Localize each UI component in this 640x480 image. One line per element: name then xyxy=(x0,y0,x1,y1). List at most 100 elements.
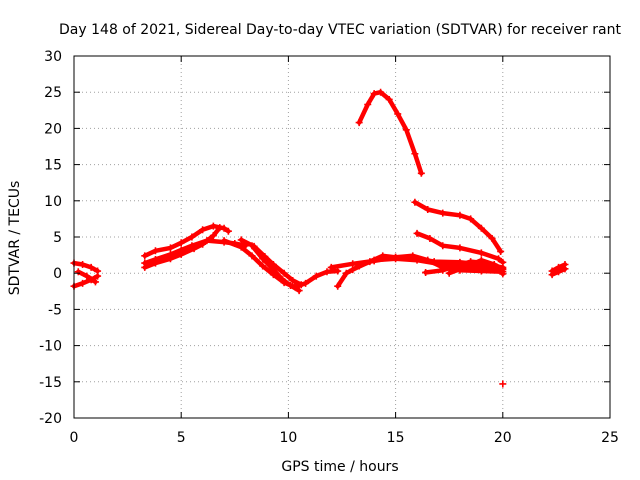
data-point xyxy=(79,279,87,287)
y-tick-label: -15 xyxy=(39,375,62,391)
axis-tick-labels: 0 5 10 15 20 25 -20 -15 -10 -5 0 5 10 15 20 25 30 xyxy=(39,49,619,446)
data-point xyxy=(220,237,228,245)
data-point xyxy=(462,263,470,271)
data-point xyxy=(411,150,419,158)
data-point xyxy=(561,265,569,273)
data-point xyxy=(402,126,410,134)
data-point xyxy=(499,258,507,266)
data-point xyxy=(323,268,331,276)
data-point xyxy=(199,226,207,234)
x-tick-label: 0 xyxy=(70,430,79,446)
data-point xyxy=(237,236,245,244)
x-tick-label: 25 xyxy=(601,430,619,446)
y-tick-label: -10 xyxy=(39,339,62,355)
data-point xyxy=(392,253,400,261)
data-point xyxy=(297,281,305,289)
data-point xyxy=(355,119,363,127)
data-point xyxy=(295,287,303,295)
data-point xyxy=(439,242,447,250)
data-point xyxy=(467,215,475,223)
data-point xyxy=(477,267,485,275)
data-point xyxy=(422,268,430,276)
data-point xyxy=(334,267,342,275)
y-tick-label: -5 xyxy=(48,302,62,318)
data-point xyxy=(497,247,505,255)
data-point xyxy=(488,234,496,242)
data-point xyxy=(287,282,295,290)
data-point xyxy=(377,88,385,96)
data-point xyxy=(430,258,438,266)
data-point xyxy=(312,272,320,280)
data-point xyxy=(278,275,286,283)
data-point xyxy=(248,242,256,250)
data-point xyxy=(385,95,393,103)
data-point xyxy=(237,243,245,251)
y-tick-label: 10 xyxy=(44,194,62,210)
data-point xyxy=(83,272,91,280)
data-point xyxy=(269,266,277,274)
x-tick-label: 5 xyxy=(177,430,186,446)
data-point xyxy=(74,268,82,276)
data-point xyxy=(411,198,419,206)
data-point xyxy=(477,224,485,232)
data-point xyxy=(302,279,310,287)
data-point xyxy=(259,255,267,263)
data-point xyxy=(417,169,425,177)
data-point xyxy=(426,234,434,242)
data-point xyxy=(379,252,387,260)
chart-title: Day 148 of 2021, Sidereal Day-to-day VTE… xyxy=(59,22,621,38)
x-tick-label: 10 xyxy=(279,430,297,446)
y-tick-label: 5 xyxy=(53,230,62,246)
data-point xyxy=(490,261,498,269)
data-point xyxy=(499,265,507,273)
y-tick-label: 20 xyxy=(44,121,62,137)
y-tick-label: 15 xyxy=(44,158,62,174)
data-point xyxy=(94,272,102,280)
data-point xyxy=(91,278,99,286)
series-pass-b xyxy=(71,273,100,289)
data-point xyxy=(209,232,217,240)
data-point xyxy=(477,256,485,264)
data-point xyxy=(188,233,196,241)
data-series xyxy=(70,88,569,388)
y-tick-label: -20 xyxy=(39,411,62,427)
data-point xyxy=(289,276,297,284)
data-point xyxy=(477,249,485,257)
data-point xyxy=(370,90,378,98)
x-tick-label: 20 xyxy=(494,430,512,446)
data-point xyxy=(456,211,464,219)
data-point xyxy=(439,266,447,274)
data-point xyxy=(166,244,174,252)
data-point xyxy=(151,259,159,267)
data-point xyxy=(445,269,453,277)
y-tick-label: 25 xyxy=(44,85,62,101)
data-point xyxy=(151,247,159,255)
series-pass-a xyxy=(71,260,100,274)
data-point xyxy=(364,101,372,109)
data-point xyxy=(452,262,460,270)
data-point xyxy=(366,258,374,266)
data-point xyxy=(499,380,507,388)
data-point xyxy=(177,250,185,258)
data-point xyxy=(166,255,174,263)
data-point xyxy=(177,239,185,247)
data-point xyxy=(349,266,357,274)
data-point xyxy=(259,262,267,270)
data-point xyxy=(413,229,421,237)
data-point xyxy=(424,205,432,213)
data-point xyxy=(413,255,421,263)
data-point xyxy=(141,263,149,271)
data-point xyxy=(141,252,149,260)
series-pass-i xyxy=(249,243,302,293)
data-point xyxy=(248,252,256,260)
y-axis-label: SDTVAR / TECUs xyxy=(7,181,23,296)
data-point xyxy=(548,271,556,279)
grid xyxy=(74,56,610,418)
data-point xyxy=(216,224,224,232)
data-point xyxy=(209,222,217,230)
data-point xyxy=(87,263,95,271)
data-point xyxy=(280,269,288,277)
data-point xyxy=(79,261,87,269)
data-point xyxy=(394,110,402,118)
